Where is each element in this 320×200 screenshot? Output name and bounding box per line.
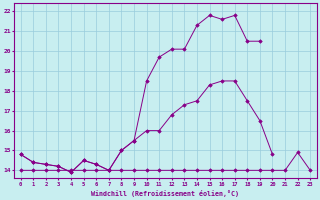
- X-axis label: Windchill (Refroidissement éolien,°C): Windchill (Refroidissement éolien,°C): [92, 190, 239, 197]
